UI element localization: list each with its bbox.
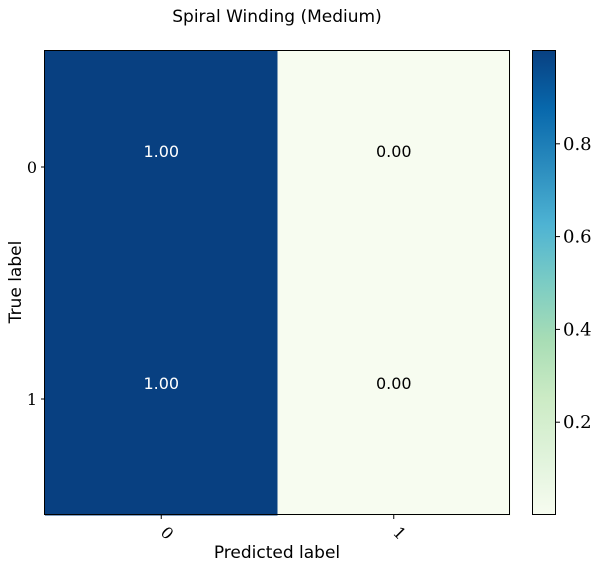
y-axis-label: True label: [6, 241, 26, 325]
colorbar: [532, 50, 556, 515]
plot-frame: [44, 50, 510, 515]
colorbar-tick-label: 0.6: [563, 227, 592, 248]
cell-value-label: 0.00: [376, 142, 412, 161]
x-tick-label: 1: [389, 523, 410, 544]
y-tick-label: 0: [27, 158, 37, 177]
heatmap-cell: [45, 283, 278, 516]
cell-value-label: 1.00: [143, 374, 179, 393]
y-axis-ticks: 01: [27, 158, 45, 409]
heatmap-cell: [277, 283, 511, 516]
colorbar-ticks: 0.2 0.4 0.6 0.8: [556, 134, 592, 433]
heatmap-cell: [45, 51, 278, 284]
colorbar-tick-label: 0.2: [563, 412, 592, 433]
heatmap-cell: [277, 51, 511, 284]
x-tick-label: 0: [157, 523, 178, 544]
cell-value-label: 1.00: [143, 142, 179, 161]
cell-value-label: 0.00: [376, 374, 412, 393]
heatmap-cell-labels: 1.00 0.00 1.00 0.00: [143, 142, 411, 393]
heatmap-cells: [45, 51, 511, 516]
chart-title: Spiral Winding (Medium): [172, 7, 382, 27]
y-tick-label: 1: [27, 390, 37, 409]
x-axis-label: Predicted label: [214, 543, 340, 563]
colorbar-tick-label: 0.4: [563, 319, 592, 340]
colorbar-tick-label: 0.8: [563, 134, 592, 155]
